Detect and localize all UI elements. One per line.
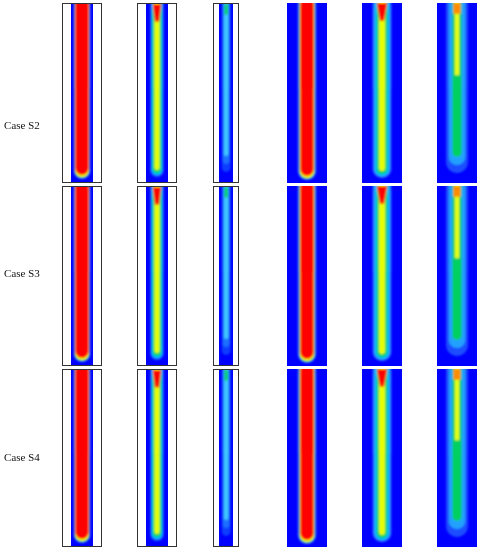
row-label-case-s4: Case S4 xyxy=(4,452,40,464)
row-label-case-s3: Case S3 xyxy=(4,268,40,280)
plume-panel-r1-c5 xyxy=(362,3,402,183)
plume-contour xyxy=(150,370,164,541)
plume-contour xyxy=(73,4,91,179)
plume-panel-r1-c6 xyxy=(437,3,477,183)
plume-panel-r3-c2 xyxy=(137,369,177,547)
plume-panel-r2-c2 xyxy=(137,186,177,366)
plume-contour xyxy=(372,3,392,178)
plume-contour xyxy=(73,187,91,362)
plume-contour xyxy=(446,186,468,356)
plume-panel-r2-c5 xyxy=(362,186,402,366)
plume-contour xyxy=(150,4,164,177)
row-label-case-s2: Case S2 xyxy=(4,120,40,132)
plume-contour xyxy=(446,369,468,537)
plume-contour xyxy=(372,369,392,542)
plume-contour xyxy=(221,187,231,355)
plume-contour xyxy=(73,370,91,543)
plume-panel-r1-c1 xyxy=(62,3,102,183)
plume-panel-r2-c1 xyxy=(62,186,102,366)
plume-panel-r3-c6 xyxy=(437,369,477,547)
plume-panel-r3-c3 xyxy=(213,369,239,547)
plume-panel-r3-c5 xyxy=(362,369,402,547)
plume-contour xyxy=(297,369,317,544)
plume-panel-r3-c4 xyxy=(287,369,327,547)
plume-panel-r1-c2 xyxy=(137,3,177,183)
plume-contour xyxy=(297,3,317,180)
plume-contour xyxy=(221,4,231,172)
plume-panel-r1-c4 xyxy=(287,3,327,183)
plume-panel-r3-c1 xyxy=(62,369,102,547)
plume-contour xyxy=(297,186,317,363)
plume-panel-r2-c4 xyxy=(287,186,327,366)
plume-contour xyxy=(221,370,231,536)
plume-contour xyxy=(446,3,468,173)
plume-contour xyxy=(372,186,392,361)
plume-panel-r2-c6 xyxy=(437,186,477,366)
plume-panel-r1-c3 xyxy=(213,3,239,183)
plume-contour xyxy=(150,187,164,360)
plume-panel-r2-c3 xyxy=(213,186,239,366)
